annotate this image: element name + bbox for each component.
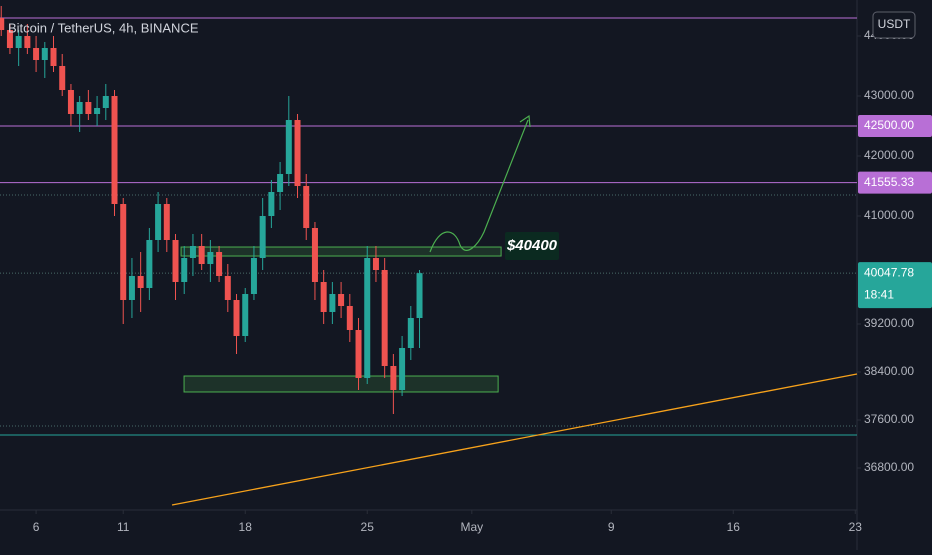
candle-body bbox=[41, 48, 48, 60]
price-label-box bbox=[858, 262, 932, 309]
candle-body bbox=[33, 48, 40, 60]
candle-body bbox=[277, 174, 284, 192]
candle-body bbox=[137, 276, 144, 288]
annotation-box bbox=[505, 232, 559, 260]
forecast-arrow bbox=[429, 119, 529, 253]
candle-body bbox=[198, 246, 205, 264]
candle-body bbox=[303, 186, 310, 228]
candle-body bbox=[181, 258, 188, 282]
candle-body bbox=[128, 276, 135, 300]
x-tick-label: 25 bbox=[361, 520, 375, 534]
candle-body bbox=[50, 48, 57, 66]
candle-body bbox=[372, 258, 379, 270]
candle-body bbox=[102, 96, 109, 108]
x-tick-label: 9 bbox=[608, 520, 615, 534]
y-tick-label: 43000.00 bbox=[864, 88, 914, 102]
candle-body bbox=[268, 192, 275, 216]
candle-body bbox=[259, 216, 266, 258]
candle-body bbox=[207, 252, 214, 264]
candle-body bbox=[242, 294, 249, 336]
y-tick-label: 37600.00 bbox=[864, 412, 914, 426]
trendline bbox=[171, 373, 858, 506]
price-label: 42500.00 bbox=[864, 118, 914, 132]
candle-body bbox=[311, 228, 318, 282]
candle-body bbox=[285, 120, 292, 174]
candle-body bbox=[329, 294, 336, 312]
candle-body bbox=[0, 18, 5, 30]
candle-body bbox=[233, 300, 240, 336]
x-tick-label: 23 bbox=[849, 520, 863, 534]
price-label-box bbox=[858, 171, 932, 194]
candle-body bbox=[24, 36, 31, 48]
x-tick-label: 18 bbox=[239, 520, 253, 534]
currency-button-label: USDT bbox=[878, 17, 911, 31]
candle-body bbox=[76, 102, 83, 114]
candle-body bbox=[120, 204, 127, 300]
x-tick-label: 6 bbox=[33, 520, 40, 534]
y-tick-label: 38400.00 bbox=[864, 364, 914, 378]
candle-body bbox=[416, 273, 423, 318]
candle-body bbox=[381, 270, 388, 366]
candle-body bbox=[224, 276, 231, 300]
candle-body bbox=[346, 306, 353, 330]
candle-body bbox=[189, 246, 196, 258]
candle-body bbox=[355, 330, 362, 378]
candle-body bbox=[250, 258, 257, 294]
candle-body bbox=[172, 240, 179, 282]
candle-body bbox=[163, 204, 170, 240]
x-tick-label: May bbox=[460, 520, 483, 534]
candle-body bbox=[338, 294, 345, 306]
candle-body bbox=[364, 258, 371, 378]
y-tick-label: 42000.00 bbox=[864, 148, 914, 162]
candle-body bbox=[407, 318, 414, 348]
forecast-arrow-head bbox=[519, 114, 531, 128]
candle-body bbox=[399, 348, 406, 390]
candle-body bbox=[390, 366, 397, 390]
plot-area bbox=[0, 6, 858, 506]
candle-body bbox=[216, 252, 223, 276]
countdown: 18:41 bbox=[864, 287, 894, 301]
candle-body bbox=[146, 240, 153, 288]
candle-body bbox=[67, 90, 74, 114]
candle-body bbox=[6, 30, 13, 48]
currency-button bbox=[872, 11, 916, 39]
zone bbox=[183, 375, 499, 393]
price-label-box bbox=[858, 115, 932, 137]
candle-body bbox=[111, 96, 118, 204]
y-tick-label: 39200.00 bbox=[864, 316, 914, 330]
price-label: 40047.78 bbox=[864, 265, 914, 279]
zone bbox=[180, 246, 502, 257]
x-tick-label: 11 bbox=[117, 520, 130, 534]
annotation: $40400 bbox=[506, 237, 558, 254]
candle-body bbox=[294, 120, 301, 186]
y-tick-label: 41000.00 bbox=[864, 208, 914, 222]
candle-body bbox=[94, 108, 101, 114]
candle-body bbox=[85, 102, 92, 114]
candle-body bbox=[155, 204, 162, 240]
candle-body bbox=[15, 36, 22, 48]
chart-title: Bitcoin / TetherUS, 4h, BINANCE bbox=[8, 20, 199, 35]
price-label: 41555.33 bbox=[864, 175, 914, 189]
candle-body bbox=[59, 66, 66, 90]
y-tick-label: 36800.00 bbox=[864, 460, 914, 474]
candle-body bbox=[320, 282, 327, 312]
x-tick-label: 16 bbox=[727, 520, 741, 534]
